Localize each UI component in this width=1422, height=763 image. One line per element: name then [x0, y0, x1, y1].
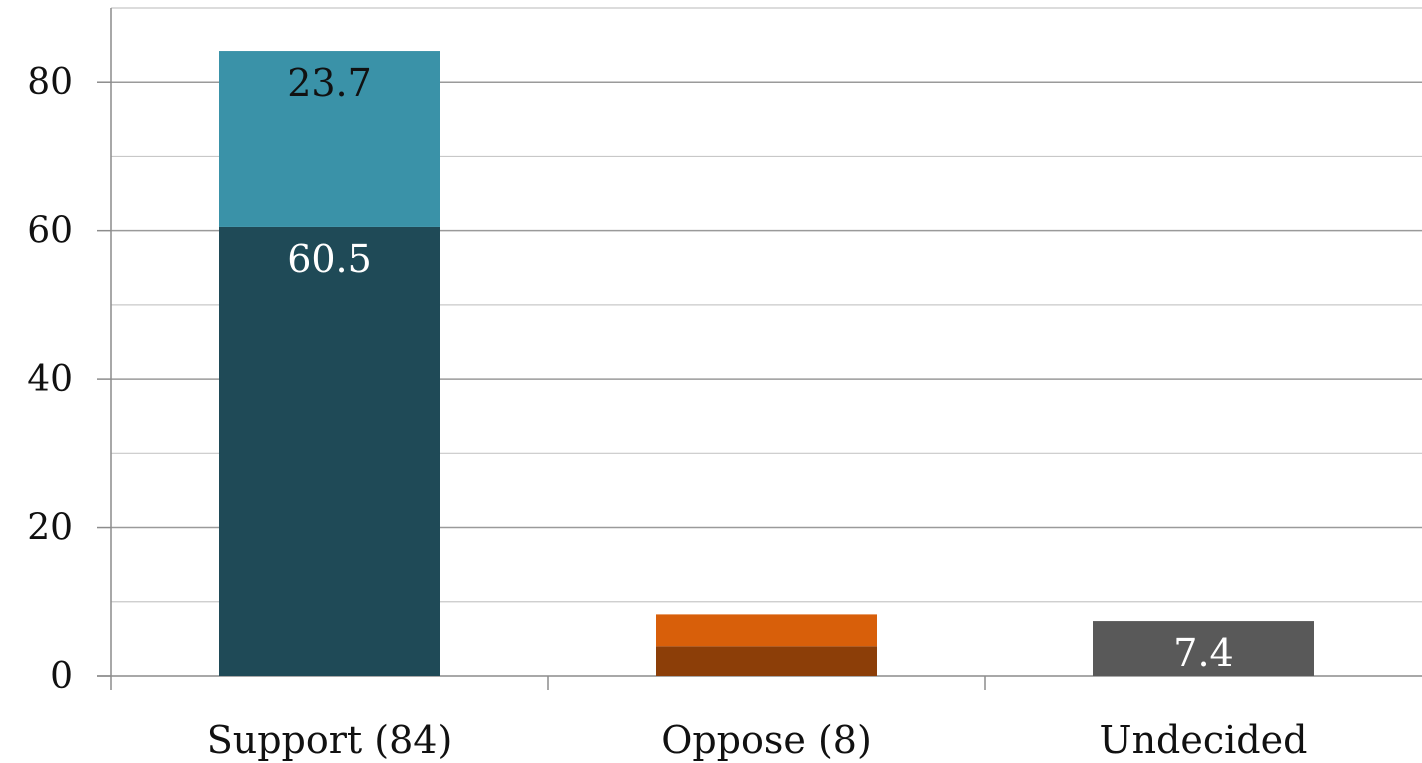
y-tick-label: 80 [27, 62, 73, 103]
bars [219, 51, 1314, 676]
bar-segment [1093, 621, 1314, 676]
data-label: 23.7 [287, 61, 372, 105]
x-category-label: Undecided [1100, 718, 1308, 762]
x-category-label: Support (84) [207, 718, 453, 762]
data-label: 7.4 [1173, 631, 1233, 675]
data-label: 60.5 [287, 237, 372, 281]
bar-segment [219, 51, 440, 227]
y-tick-label: 0 [50, 656, 73, 697]
bar-segment [656, 614, 877, 647]
y-tick-label: 40 [27, 359, 73, 400]
y-tick-label: 20 [27, 508, 73, 549]
x-category-label: Oppose (8) [661, 718, 872, 762]
bar-segment [656, 646, 877, 676]
labels: 60.5 23.7 7.4 [287, 61, 1234, 675]
bar-segment [219, 226, 440, 676]
y-tick-label: 60 [27, 211, 73, 252]
